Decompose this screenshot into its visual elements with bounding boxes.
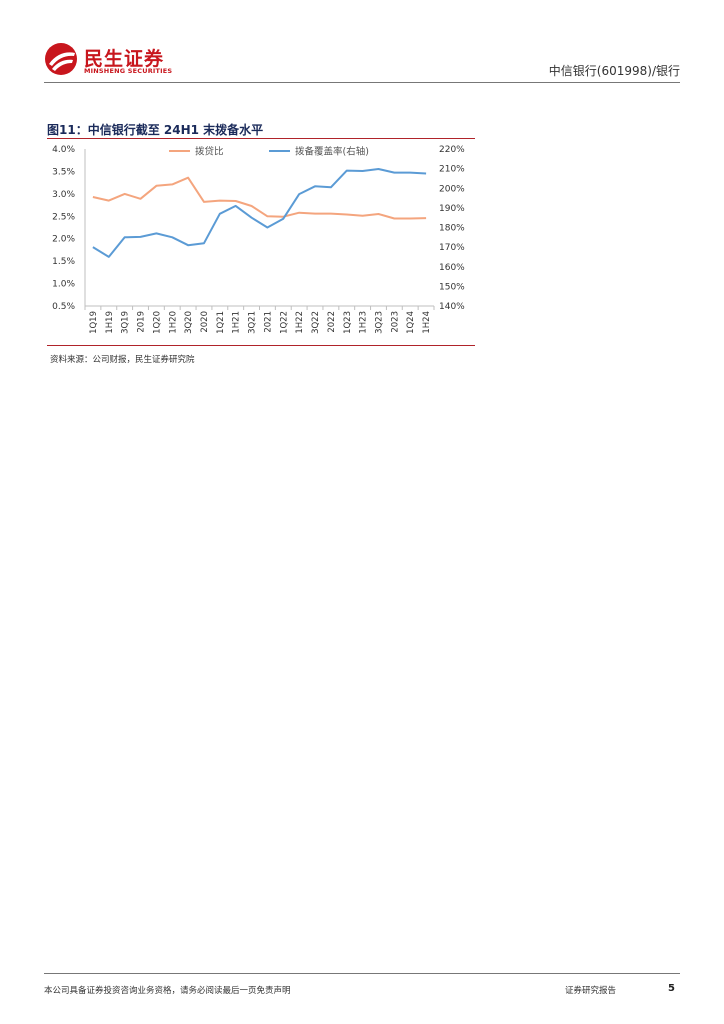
x-tick-label: 1Q21 [216, 311, 226, 334]
x-tick-label: 1H20 [168, 311, 178, 334]
x-tick-label: 1H24 [422, 311, 432, 334]
figure-bottom-rule [47, 345, 475, 346]
x-tick-label: 2022 [327, 311, 337, 333]
header-divider [44, 82, 680, 83]
x-tick-label: 1H23 [359, 311, 369, 334]
left-tick-label: 2.0% [52, 235, 75, 245]
x-tick-label: 1H19 [105, 311, 115, 334]
right-tick-label: 190% [439, 204, 465, 214]
left-tick-label: 0.5% [52, 302, 75, 312]
provision-chart: 0.5% 1.0% 1.5% 2.0% 2.5% 3.0% 3.5% 4.0% 140% 150… [52, 145, 465, 334]
x-tick-label: 3Q23 [374, 311, 384, 334]
x-tick-label: 2023 [390, 311, 400, 333]
footer-divider [44, 973, 680, 974]
footer-disclaimer: 本公司具备证券投资咨询业务资格，请务必阅读最后一页免责声明 [44, 986, 291, 996]
x-tick-label: 3Q19 [121, 311, 131, 334]
page-number: 5 [668, 983, 675, 994]
x-tick-label: 1Q19 [89, 311, 99, 334]
chart-legend: 拨贷比 拨备覆盖率(右轴) [169, 146, 369, 158]
x-tick-label: 2019 [137, 311, 147, 333]
logo-chinese-name: 民生证券 [84, 48, 165, 70]
x-tick-label: 3Q22 [311, 311, 321, 334]
x-tick-label: 1H22 [295, 311, 305, 334]
footer-report-type: 证券研究报告 [565, 986, 617, 996]
left-tick-label: 3.0% [52, 190, 75, 200]
right-tick-label: 170% [439, 243, 465, 253]
left-tick-label: 2.5% [52, 212, 75, 222]
x-tick-label: 1H21 [232, 311, 242, 334]
right-axis-ticks: 140% 150% 160% 170% 180% 190% 200% 210% 220% [439, 145, 465, 312]
right-tick-label: 160% [439, 263, 465, 273]
right-tick-label: 210% [439, 165, 465, 175]
x-axis-ticks: 1Q19 1H19 3Q19 2019 1Q20 1H20 3Q20 2020 1Q21 1H21… [84, 306, 435, 334]
x-tick-label: 1Q20 [152, 311, 162, 334]
x-tick-label: 1Q22 [279, 311, 289, 334]
x-tick-label: 3Q21 [248, 311, 258, 334]
series-line-1 [92, 176, 427, 220]
right-tick-label: 200% [439, 184, 465, 194]
logo-english-name: MINSHENG SECURITIES [84, 67, 173, 75]
x-tick-label: 1Q23 [343, 311, 353, 334]
left-tick-label: 3.5% [52, 167, 75, 177]
series-lines [92, 168, 427, 258]
report-subject: 中信银行(601998)/银行 [548, 64, 680, 78]
legend-label: 拨备覆盖率(右轴) [295, 146, 369, 158]
series-line-2 [92, 168, 427, 258]
figure-source: 资料来源：公司财报，民生证券研究院 [50, 355, 195, 365]
x-tick-label: 2020 [200, 311, 210, 333]
left-tick-label: 4.0% [52, 145, 75, 155]
x-tick-label: 3Q20 [184, 311, 194, 334]
legend-label: 拨贷比 [195, 146, 224, 158]
logo-mark-icon [45, 43, 77, 75]
x-tick-label: 2021 [263, 311, 273, 333]
right-tick-label: 180% [439, 224, 465, 234]
figure-top-rule [47, 138, 475, 139]
right-tick-label: 150% [439, 282, 465, 292]
left-tick-label: 1.0% [52, 280, 75, 290]
left-tick-label: 1.5% [52, 257, 75, 267]
company-logo: 民生证券 MINSHENG SECURITIES [44, 42, 194, 78]
figure-title: 图11：中信银行截至 24H1 末拨备水平 [47, 123, 264, 137]
right-tick-label: 220% [439, 145, 465, 155]
right-tick-label: 140% [439, 302, 465, 312]
x-tick-label: 1Q24 [406, 311, 416, 334]
left-axis-ticks: 0.5% 1.0% 1.5% 2.0% 2.5% 3.0% 3.5% 4.0% [52, 145, 75, 312]
